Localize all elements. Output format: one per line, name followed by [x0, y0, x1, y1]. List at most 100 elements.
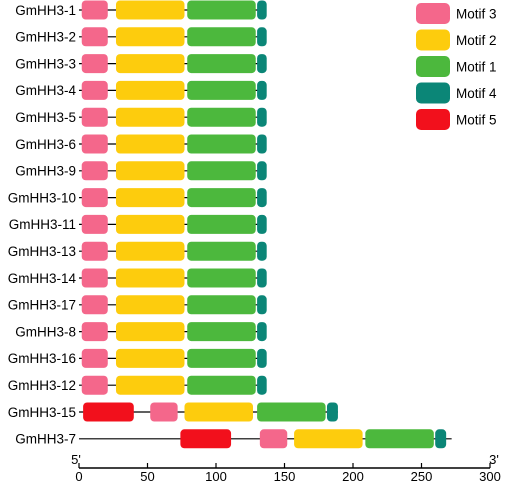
motif-box-motif-1-gmhh3-1	[187, 0, 256, 20]
gene-label-gmhh3-4: GmHH3-4	[15, 83, 76, 98]
three-prime-label: 3'	[489, 452, 499, 467]
motif-box-motif-3-gmhh3-16	[81, 348, 108, 368]
gene-row-gmhh3-15: GmHH3-15	[8, 402, 338, 422]
gene-label-gmhh3-1: GmHH3-1	[15, 3, 76, 18]
motif-box-motif-1-gmhh3-10	[187, 188, 256, 208]
motif-box-motif-2-gmhh3-6	[115, 134, 185, 154]
motif-box-motif-1-gmhh3-8	[187, 322, 256, 342]
motif-box-motif-4-gmhh3-4	[257, 80, 267, 100]
gene-row-gmhh3-8: GmHH3-8	[15, 322, 267, 342]
gene-row-gmhh3-5: GmHH3-5	[15, 107, 267, 127]
motif-box-motif-4-gmhh3-11	[257, 214, 267, 234]
motif-box-motif-4-gmhh3-17	[257, 295, 267, 315]
motif-box-motif-1-gmhh3-14	[187, 268, 256, 288]
motif-box-motif-2-gmhh3-3	[115, 54, 185, 74]
legend-swatch-motif-4	[416, 82, 450, 104]
legend: Motif 3 Motif 2 Motif 1 Motif 4 Motif 5	[416, 3, 497, 130]
gene-row-gmhh3-9: GmHH3-9	[15, 161, 267, 181]
motif-box-motif-3-gmhh3-3	[81, 54, 108, 74]
motif-box-motif-3-gmhh3-1	[81, 0, 108, 20]
gene-rows: GmHH3-1 GmHH3-2 GmHH3-3 GmHH3-4 GmHH3-5 GmHH3…	[8, 0, 452, 449]
gene-label-gmhh3-13: GmHH3-13	[8, 244, 76, 259]
motif-box-motif-4-gmhh3-7	[435, 429, 447, 449]
motif-box-motif-2-gmhh3-8	[115, 322, 185, 342]
motif-box-motif-2-gmhh3-11	[115, 214, 185, 234]
position-axis: 0 50 100 150 200 250 300 5' 3'	[71, 452, 501, 482]
motif-box-motif-1-gmhh3-17	[187, 295, 256, 315]
motif-box-motif-1-gmhh3-12	[187, 375, 256, 395]
motif-box-motif-2-gmhh3-14	[115, 268, 185, 288]
gene-row-gmhh3-14: GmHH3-14	[8, 268, 267, 288]
gene-row-gmhh3-7: GmHH3-7	[15, 429, 452, 449]
motif-box-motif-3-gmhh3-15	[150, 402, 178, 422]
gene-label-gmhh3-2: GmHH3-2	[15, 30, 76, 45]
motif-box-motif-2-gmhh3-9	[115, 161, 185, 181]
legend-label-motif-5: Motif 5	[456, 113, 497, 128]
motif-box-motif-1-gmhh3-9	[187, 161, 256, 181]
motif-box-motif-1-gmhh3-5	[187, 107, 256, 127]
tick-label-150: 150	[274, 469, 296, 482]
five-prime-label: 5'	[71, 452, 81, 467]
motif-box-motif-2-gmhh3-12	[115, 375, 185, 395]
tick-label-0: 0	[75, 469, 82, 482]
motif-box-motif-2-gmhh3-16	[115, 348, 185, 368]
motif-box-motif-4-gmhh3-9	[257, 161, 267, 181]
motif-box-motif-1-gmhh3-13	[187, 241, 256, 261]
motif-box-motif-2-gmhh3-7	[294, 429, 363, 449]
legend-label-motif-1: Motif 1	[456, 60, 497, 75]
gene-label-gmhh3-11: GmHH3-11	[9, 217, 76, 232]
motif-box-motif-1-gmhh3-11	[187, 214, 256, 234]
tick-label-250: 250	[411, 469, 433, 482]
gene-row-gmhh3-10: GmHH3-10	[8, 188, 267, 208]
gene-label-gmhh3-17: GmHH3-17	[8, 298, 76, 313]
tick-label-50: 50	[140, 469, 154, 482]
motif-box-motif-2-gmhh3-17	[115, 295, 185, 315]
motif-box-motif-2-gmhh3-5	[115, 107, 185, 127]
gene-label-gmhh3-10: GmHH3-10	[8, 190, 76, 205]
tick-label-100: 100	[205, 469, 227, 482]
motif-box-motif-4-gmhh3-2	[257, 27, 267, 47]
motif-box-motif-5-gmhh3-15	[83, 402, 134, 422]
motif-box-motif-2-gmhh3-4	[115, 80, 185, 100]
motif-box-motif-3-gmhh3-5	[81, 107, 108, 127]
gene-label-gmhh3-14: GmHH3-14	[8, 271, 77, 286]
motif-box-motif-1-gmhh3-2	[187, 27, 256, 47]
motif-box-motif-4-gmhh3-15	[326, 402, 338, 422]
motif-box-motif-3-gmhh3-8	[81, 322, 108, 342]
motif-box-motif-2-gmhh3-10	[115, 188, 185, 208]
gene-row-gmhh3-12: GmHH3-12	[8, 375, 267, 395]
motif-box-motif-3-gmhh3-9	[81, 161, 108, 181]
motif-box-motif-3-gmhh3-7	[259, 429, 288, 449]
gene-label-gmhh3-15: GmHH3-15	[8, 405, 76, 420]
tick-label-200: 200	[342, 469, 364, 482]
gene-row-gmhh3-2: GmHH3-2	[15, 27, 267, 47]
motif-box-motif-1-gmhh3-4	[187, 80, 256, 100]
motif-box-motif-4-gmhh3-16	[257, 348, 267, 368]
gene-row-gmhh3-3: GmHH3-3	[15, 54, 267, 74]
motif-box-motif-4-gmhh3-3	[257, 54, 267, 74]
axis-ticks: 0 50 100 150 200 250 300	[75, 463, 501, 482]
gene-row-gmhh3-1: GmHH3-1	[15, 0, 267, 20]
gene-label-gmhh3-12: GmHH3-12	[8, 378, 76, 393]
motif-box-motif-3-gmhh3-2	[81, 27, 108, 47]
gene-row-gmhh3-13: GmHH3-13	[8, 241, 267, 261]
motif-box-motif-3-gmhh3-13	[81, 241, 108, 261]
gene-label-gmhh3-3: GmHH3-3	[15, 56, 76, 71]
motif-box-motif-2-gmhh3-2	[115, 27, 185, 47]
legend-label-motif-3: Motif 3	[456, 7, 497, 22]
legend-label-motif-2: Motif 2	[456, 33, 497, 48]
motif-box-motif-2-gmhh3-13	[115, 241, 185, 261]
legend-swatch-motif-3	[416, 3, 450, 24]
motif-box-motif-3-gmhh3-6	[81, 134, 108, 154]
motif-box-motif-4-gmhh3-6	[257, 134, 267, 154]
legend-label-motif-4: Motif 4	[456, 86, 497, 101]
gene-row-gmhh3-4: GmHH3-4	[15, 80, 267, 100]
gene-row-gmhh3-17: GmHH3-17	[8, 295, 267, 315]
motif-box-motif-2-gmhh3-15	[184, 402, 253, 422]
gene-label-gmhh3-5: GmHH3-5	[15, 110, 76, 125]
legend-swatch-motif-2	[416, 29, 450, 51]
motif-box-motif-1-gmhh3-16	[187, 348, 256, 368]
motif-box-motif-3-gmhh3-17	[81, 295, 108, 315]
motif-box-motif-3-gmhh3-11	[81, 214, 108, 234]
